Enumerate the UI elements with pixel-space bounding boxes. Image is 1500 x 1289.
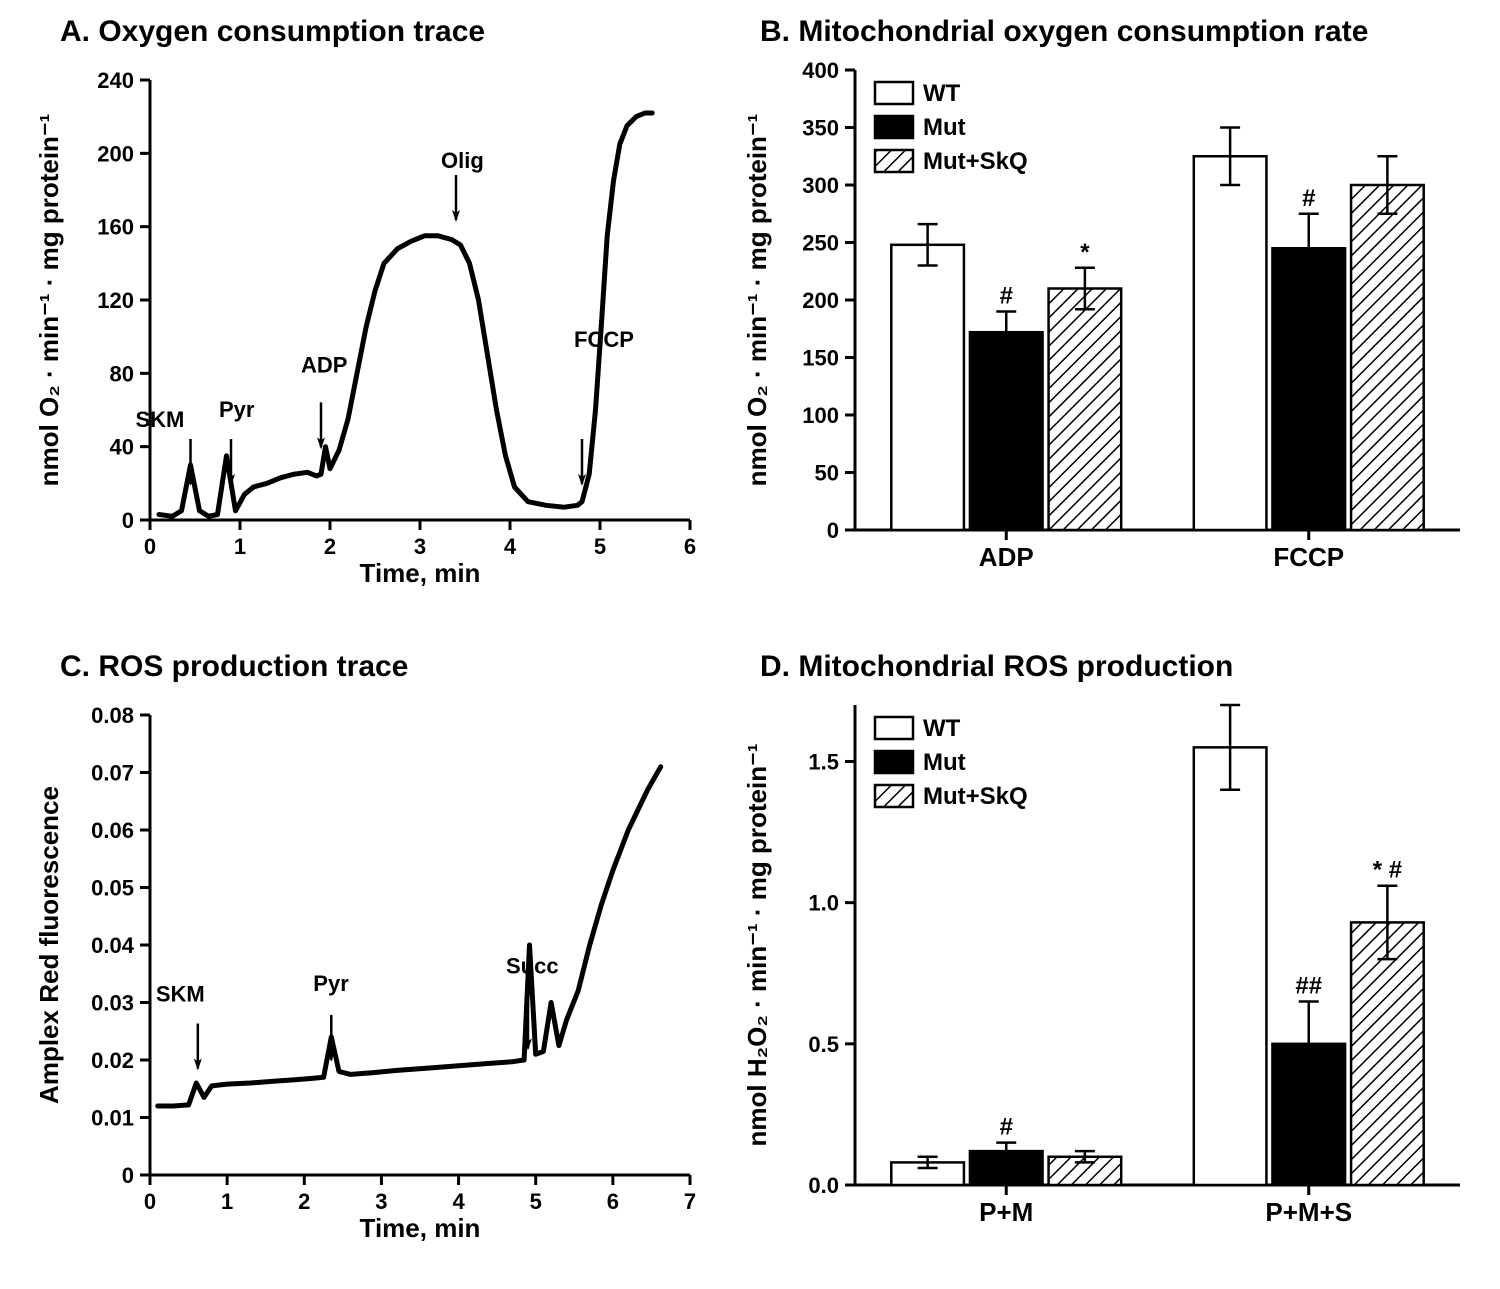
svg-text:SKM: SKM [156, 982, 205, 1007]
svg-text:Mut: Mut [923, 749, 966, 776]
svg-text:6: 6 [607, 1189, 619, 1214]
svg-text:#: # [1302, 185, 1315, 212]
svg-text:1.5: 1.5 [808, 749, 839, 774]
svg-text:#: # [1000, 1114, 1013, 1141]
svg-text:120: 120 [97, 288, 134, 313]
svg-text:0.02: 0.02 [91, 1048, 134, 1073]
panel-a: A. Oxygen consumption trace 0 1 2 3 4 5 6 0 40 80… [30, 15, 710, 595]
svg-text:150: 150 [802, 346, 839, 371]
svg-text:2: 2 [298, 1189, 310, 1214]
svg-text:400: 400 [802, 60, 839, 83]
svg-text:P+M: P+M [979, 1197, 1033, 1227]
svg-text:3: 3 [414, 534, 426, 559]
svg-text:nmol O₂ · min⁻¹ · mg protein⁻¹: nmol O₂ · min⁻¹ · mg protein⁻¹ [34, 114, 64, 487]
svg-text:* #: * # [1373, 857, 1402, 884]
svg-text:*: * [1080, 239, 1090, 266]
svg-text:ADP: ADP [301, 352, 347, 377]
svg-text:SKM: SKM [136, 407, 185, 432]
svg-text:0.03: 0.03 [91, 991, 134, 1016]
panel-d-title: D. Mitochondrial ROS production [760, 650, 1233, 684]
svg-text:3: 3 [375, 1189, 387, 1214]
panel-a-svg: 0 1 2 3 4 5 6 0 40 80 120 160 200 240 Time, min nmol O₂… [30, 60, 710, 600]
svg-text:Succ: Succ [506, 953, 559, 978]
svg-text:Time, min: Time, min [360, 558, 481, 588]
svg-text:0.08: 0.08 [91, 703, 134, 728]
panel-d: D. Mitochondrial ROS production 0.0 0.5 1.… [740, 650, 1480, 1250]
svg-text:0: 0 [122, 1163, 134, 1188]
svg-text:0.01: 0.01 [91, 1106, 134, 1131]
svg-text:6: 6 [684, 534, 696, 559]
svg-text:P+M+S: P+M+S [1265, 1197, 1352, 1227]
figure-page: A. Oxygen consumption trace 012345604080… [0, 0, 1500, 1289]
svg-text:Pyr: Pyr [219, 397, 255, 422]
svg-text:Amplex Red fluorescence: Amplex Red fluorescence [34, 786, 64, 1104]
svg-text:Pyr: Pyr [313, 971, 349, 996]
svg-text:Time, min: Time, min [360, 1213, 481, 1243]
svg-text:FCCP: FCCP [1273, 542, 1344, 572]
panel-b: B. Mitochondrial oxygen consumption rate… [740, 15, 1480, 595]
svg-text:200: 200 [802, 288, 839, 313]
svg-text:0: 0 [144, 1189, 156, 1214]
svg-text:5: 5 [594, 534, 606, 559]
panel-b-svg: 0 50 100 150 200 250 300 350 400 nmol O₂ · min⁻¹ … [740, 60, 1480, 600]
svg-text:5: 5 [530, 1189, 542, 1214]
svg-text:1: 1 [234, 534, 246, 559]
svg-text:Mut+SkQ: Mut+SkQ [923, 148, 1028, 175]
svg-text:1.0: 1.0 [808, 891, 839, 916]
svg-text:100: 100 [802, 403, 839, 428]
svg-text:0.04: 0.04 [91, 933, 135, 958]
svg-text:350: 350 [802, 116, 839, 141]
svg-text:FCCP: FCCP [574, 327, 634, 352]
svg-text:Mut: Mut [923, 114, 966, 141]
svg-text:0.06: 0.06 [91, 818, 134, 843]
svg-text:7: 7 [684, 1189, 696, 1214]
svg-text:nmol H₂O₂ · min⁻¹ · mg protein: nmol H₂O₂ · min⁻¹ · mg protein⁻¹ [742, 744, 772, 1147]
svg-text:1: 1 [221, 1189, 233, 1214]
panel-c: C. ROS production trace 0 1 2 3 4 5 6 7 0.01 0.02… [30, 650, 710, 1250]
svg-text:Olig: Olig [441, 148, 484, 173]
svg-text:4: 4 [504, 534, 517, 559]
svg-text:2: 2 [324, 534, 336, 559]
svg-text:nmol O₂ · min⁻¹ · mg protein⁻¹: nmol O₂ · min⁻¹ · mg protein⁻¹ [742, 114, 772, 487]
svg-text:240: 240 [97, 68, 134, 93]
svg-text:250: 250 [802, 231, 839, 256]
svg-text:300: 300 [802, 173, 839, 198]
panel-a-title: A. Oxygen consumption trace [60, 15, 485, 49]
svg-text:0.0: 0.0 [808, 1173, 839, 1198]
svg-text:50: 50 [815, 461, 839, 486]
svg-text:0: 0 [122, 508, 134, 533]
panel-d-svg: 0.0 0.5 1.0 1.5 nmol H₂O₂ · min⁻¹ · mg prote… [740, 695, 1480, 1255]
svg-text:4: 4 [452, 1189, 465, 1214]
svg-text:ADP: ADP [979, 542, 1034, 572]
svg-text:80: 80 [110, 361, 134, 386]
svg-text:160: 160 [97, 215, 134, 240]
svg-text:#: # [1000, 283, 1013, 310]
svg-text:0.5: 0.5 [808, 1032, 839, 1057]
svg-text:0.07: 0.07 [91, 761, 134, 786]
svg-text:WT: WT [923, 715, 961, 742]
svg-text:Mut+SkQ: Mut+SkQ [923, 783, 1028, 810]
svg-text:0.05: 0.05 [91, 876, 134, 901]
panel-b-title: B. Mitochondrial oxygen consumption rate [760, 15, 1368, 49]
svg-text:0: 0 [144, 534, 156, 559]
svg-text:0: 0 [827, 518, 839, 543]
svg-text:##: ## [1295, 972, 1322, 999]
panel-c-title: C. ROS production trace [60, 650, 408, 684]
svg-text:WT: WT [923, 80, 961, 107]
panel-c-svg: 0 1 2 3 4 5 6 7 0.01 0.02 0.03 0.04 0.05 0.06 0.07 0.08… [30, 695, 710, 1255]
svg-text:40: 40 [110, 435, 134, 460]
svg-text:200: 200 [97, 141, 134, 166]
